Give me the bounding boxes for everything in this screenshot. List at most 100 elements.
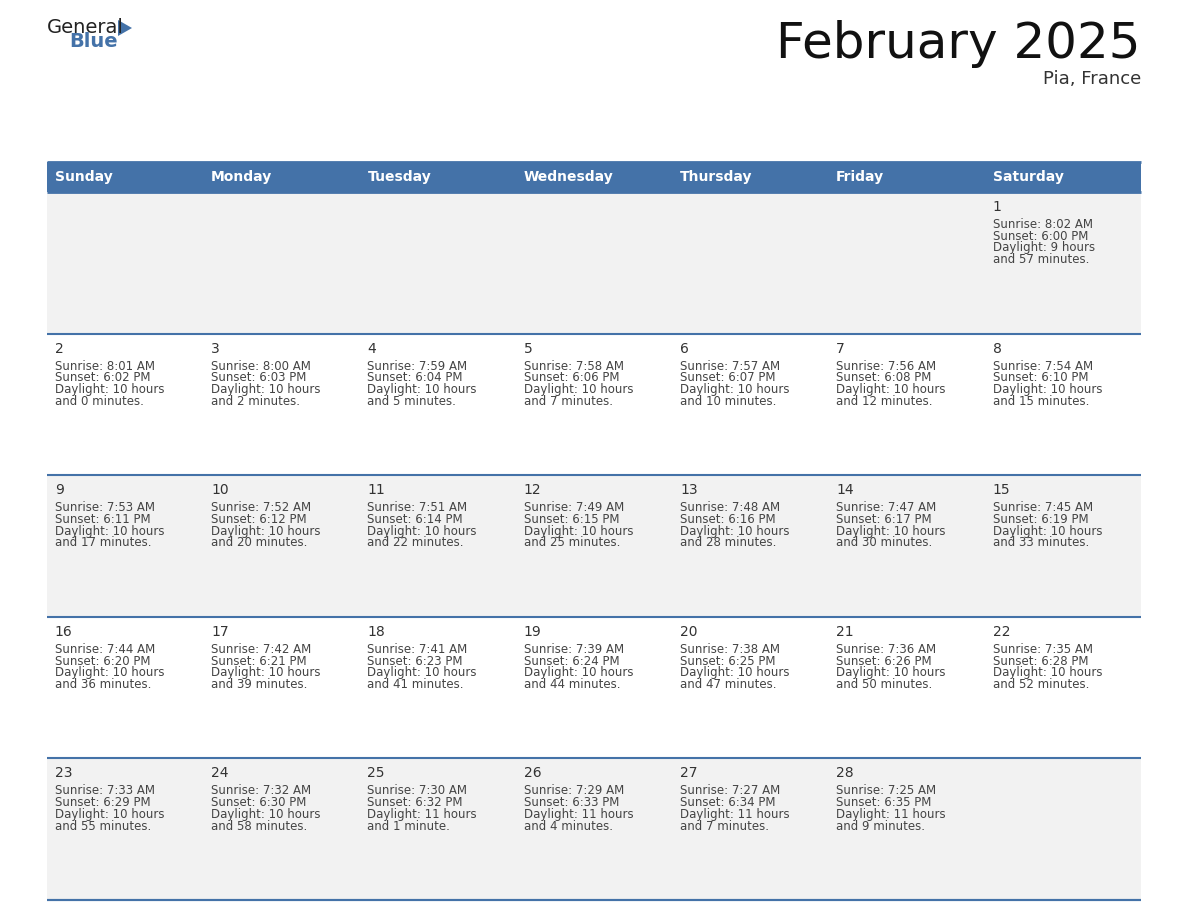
Text: Sunday: Sunday (55, 170, 113, 184)
Text: and 15 minutes.: and 15 minutes. (992, 395, 1089, 408)
Text: Daylight: 11 hours: Daylight: 11 hours (524, 808, 633, 821)
Bar (516, 476, 672, 617)
Text: Sunset: 6:11 PM: Sunset: 6:11 PM (55, 513, 151, 526)
Text: and 44 minutes.: and 44 minutes. (524, 678, 620, 691)
Bar (48, 162, 203, 192)
Bar (672, 758, 828, 900)
Text: 22: 22 (992, 625, 1010, 639)
Text: 5: 5 (524, 341, 532, 355)
Polygon shape (118, 20, 132, 36)
Text: Sunrise: 7:58 AM: Sunrise: 7:58 AM (524, 360, 624, 373)
Text: Sunrise: 7:57 AM: Sunrise: 7:57 AM (680, 360, 781, 373)
Text: 13: 13 (680, 483, 697, 498)
Text: Daylight: 10 hours: Daylight: 10 hours (992, 383, 1102, 396)
Bar (203, 617, 360, 758)
Bar (516, 758, 672, 900)
Bar (360, 617, 516, 758)
Bar (360, 758, 516, 900)
Text: Friday: Friday (836, 170, 884, 184)
Bar (828, 476, 985, 617)
Text: and 30 minutes.: and 30 minutes. (836, 536, 933, 549)
Text: Sunrise: 7:36 AM: Sunrise: 7:36 AM (836, 643, 936, 655)
Text: 7: 7 (836, 341, 845, 355)
Text: Sunrise: 7:41 AM: Sunrise: 7:41 AM (367, 643, 468, 655)
Text: and 7 minutes.: and 7 minutes. (680, 820, 769, 833)
Text: Sunset: 6:06 PM: Sunset: 6:06 PM (524, 371, 619, 385)
Text: 11: 11 (367, 483, 385, 498)
Text: and 12 minutes.: and 12 minutes. (836, 395, 933, 408)
Text: and 20 minutes.: and 20 minutes. (211, 536, 308, 549)
Text: 3: 3 (211, 341, 220, 355)
Bar (203, 476, 360, 617)
Text: 16: 16 (55, 625, 72, 639)
Bar (828, 617, 985, 758)
Text: 10: 10 (211, 483, 229, 498)
Text: Daylight: 11 hours: Daylight: 11 hours (836, 808, 946, 821)
Text: 15: 15 (992, 483, 1010, 498)
Bar (203, 192, 360, 333)
Text: Sunset: 6:03 PM: Sunset: 6:03 PM (211, 371, 307, 385)
Text: Daylight: 11 hours: Daylight: 11 hours (680, 808, 790, 821)
Text: and 4 minutes.: and 4 minutes. (524, 820, 613, 833)
Text: and 28 minutes.: and 28 minutes. (680, 536, 776, 549)
Text: Sunset: 6:30 PM: Sunset: 6:30 PM (211, 796, 307, 809)
Bar (672, 192, 828, 333)
Text: Daylight: 10 hours: Daylight: 10 hours (55, 383, 164, 396)
Text: Sunrise: 7:59 AM: Sunrise: 7:59 AM (367, 360, 468, 373)
Text: Sunrise: 7:49 AM: Sunrise: 7:49 AM (524, 501, 624, 514)
Text: Sunrise: 7:51 AM: Sunrise: 7:51 AM (367, 501, 468, 514)
Text: and 50 minutes.: and 50 minutes. (836, 678, 933, 691)
Text: and 5 minutes.: and 5 minutes. (367, 395, 456, 408)
Text: 26: 26 (524, 767, 542, 780)
Bar (672, 476, 828, 617)
Bar (48, 617, 203, 758)
Text: Daylight: 10 hours: Daylight: 10 hours (992, 666, 1102, 679)
Text: Sunset: 6:34 PM: Sunset: 6:34 PM (680, 796, 776, 809)
Text: 18: 18 (367, 625, 385, 639)
Bar (203, 162, 360, 192)
Text: Blue: Blue (69, 32, 118, 51)
Text: Monday: Monday (211, 170, 272, 184)
Text: Daylight: 10 hours: Daylight: 10 hours (680, 666, 790, 679)
Text: Sunrise: 7:52 AM: Sunrise: 7:52 AM (211, 501, 311, 514)
Text: Sunset: 6:15 PM: Sunset: 6:15 PM (524, 513, 619, 526)
Bar (672, 617, 828, 758)
Text: 24: 24 (211, 767, 228, 780)
Text: and 41 minutes.: and 41 minutes. (367, 678, 463, 691)
Text: Sunrise: 8:02 AM: Sunrise: 8:02 AM (992, 218, 1093, 231)
Text: Sunrise: 7:38 AM: Sunrise: 7:38 AM (680, 643, 781, 655)
Bar (48, 333, 203, 476)
Bar (360, 333, 516, 476)
Text: 25: 25 (367, 767, 385, 780)
Text: 1: 1 (992, 200, 1001, 214)
Text: Sunrise: 7:30 AM: Sunrise: 7:30 AM (367, 784, 467, 798)
Text: Sunset: 6:32 PM: Sunset: 6:32 PM (367, 796, 463, 809)
Text: 19: 19 (524, 625, 542, 639)
Text: and 9 minutes.: and 9 minutes. (836, 820, 925, 833)
Text: and 36 minutes.: and 36 minutes. (55, 678, 151, 691)
Text: Daylight: 10 hours: Daylight: 10 hours (524, 525, 633, 538)
Text: Sunset: 6:33 PM: Sunset: 6:33 PM (524, 796, 619, 809)
Text: 8: 8 (992, 341, 1001, 355)
Text: Sunset: 6:21 PM: Sunset: 6:21 PM (211, 655, 307, 667)
Bar (516, 192, 672, 333)
Text: Sunset: 6:02 PM: Sunset: 6:02 PM (55, 371, 151, 385)
Text: Sunset: 6:24 PM: Sunset: 6:24 PM (524, 655, 619, 667)
Text: Daylight: 10 hours: Daylight: 10 hours (211, 525, 321, 538)
Text: Daylight: 10 hours: Daylight: 10 hours (992, 525, 1102, 538)
Text: and 39 minutes.: and 39 minutes. (211, 678, 308, 691)
Text: Sunrise: 7:54 AM: Sunrise: 7:54 AM (992, 360, 1093, 373)
Text: Sunset: 6:04 PM: Sunset: 6:04 PM (367, 371, 463, 385)
Text: Sunset: 6:23 PM: Sunset: 6:23 PM (367, 655, 463, 667)
Text: 9: 9 (55, 483, 64, 498)
Text: and 47 minutes.: and 47 minutes. (680, 678, 777, 691)
Text: 14: 14 (836, 483, 854, 498)
Text: Daylight: 10 hours: Daylight: 10 hours (55, 666, 164, 679)
Text: Daylight: 10 hours: Daylight: 10 hours (680, 383, 790, 396)
Text: Sunset: 6:12 PM: Sunset: 6:12 PM (211, 513, 307, 526)
Text: Sunset: 6:26 PM: Sunset: 6:26 PM (836, 655, 931, 667)
Text: Sunrise: 7:47 AM: Sunrise: 7:47 AM (836, 501, 936, 514)
Text: Sunrise: 8:00 AM: Sunrise: 8:00 AM (211, 360, 311, 373)
Text: Sunset: 6:20 PM: Sunset: 6:20 PM (55, 655, 151, 667)
Text: Daylight: 10 hours: Daylight: 10 hours (211, 666, 321, 679)
